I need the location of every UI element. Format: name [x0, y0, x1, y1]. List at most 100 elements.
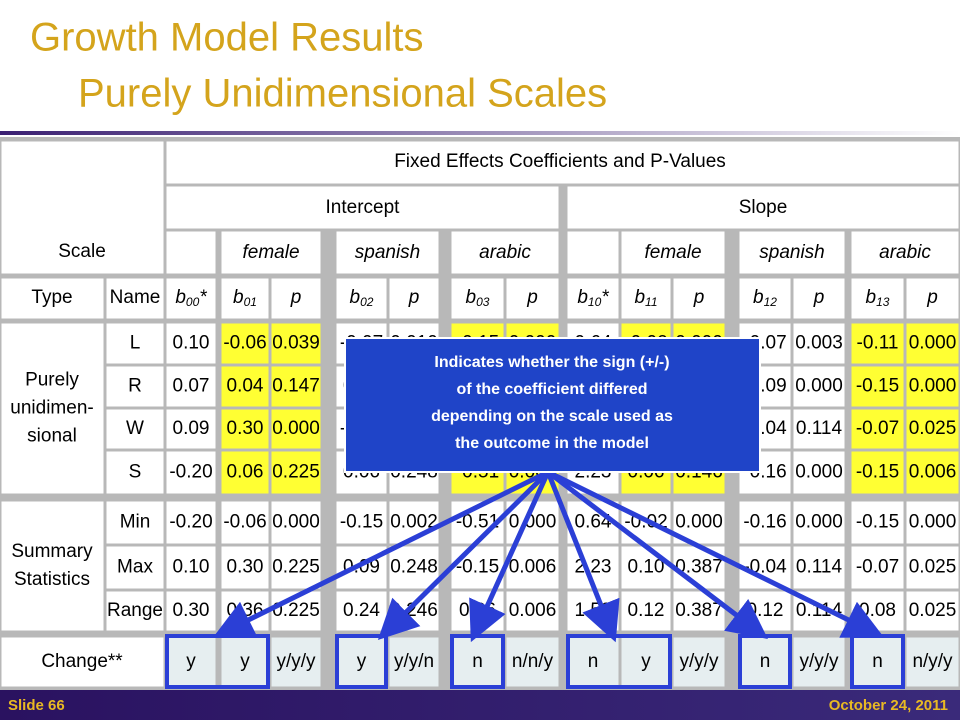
- cell: [451, 546, 504, 589]
- column-head: p: [693, 287, 705, 308]
- head-symbol: b: [577, 287, 588, 308]
- head-symbol: b: [634, 287, 645, 308]
- head-subscript: 00: [186, 295, 200, 309]
- overlay: Indicates whether the sign (+/-) of the c…: [165, 337, 905, 689]
- value-cell: 0.225: [272, 557, 320, 578]
- cell: [271, 323, 321, 364]
- head-subscript: 12: [764, 295, 778, 309]
- callout-text: depending on the scale used as: [431, 408, 673, 425]
- value-cell: -0.15: [856, 376, 899, 397]
- cell: [106, 409, 164, 449]
- arrow: [546, 469, 884, 638]
- column-head: b00*: [175, 287, 207, 309]
- cell: [106, 278, 164, 319]
- title: Growth Model Results: [30, 16, 423, 60]
- head-symbol: b: [866, 287, 877, 308]
- change-cell: n/n/y: [512, 651, 554, 672]
- value-cell: -0.07: [856, 418, 899, 439]
- column-head: b11: [634, 287, 657, 309]
- subgroup-head: spanish: [355, 242, 421, 263]
- cell: [906, 637, 959, 687]
- cell: [271, 501, 321, 544]
- cell: [739, 278, 791, 319]
- cell: [673, 637, 725, 687]
- cell: [906, 323, 959, 364]
- cell: [567, 637, 619, 687]
- value-cell: 0.12: [628, 600, 665, 621]
- cell: [506, 278, 559, 319]
- arrow: [469, 470, 551, 643]
- title-rule: [0, 131, 960, 135]
- value-cell: 0.387: [675, 557, 723, 578]
- change-cell: y/y/n: [394, 651, 434, 672]
- cell: [451, 231, 559, 274]
- cell: [166, 591, 216, 631]
- slide-number: Slide 66: [8, 697, 65, 714]
- value-cell: 0.30: [173, 600, 210, 621]
- head-subscript: 02: [360, 295, 374, 309]
- cell: [739, 501, 791, 544]
- value-cell: 0.07: [173, 376, 210, 397]
- value-cell: 0.225: [272, 462, 320, 483]
- value-cell: -0.06: [223, 512, 266, 533]
- cell: [621, 278, 671, 319]
- cell: [271, 366, 321, 407]
- value-cell: 0.147: [272, 376, 320, 397]
- cell: [221, 278, 269, 319]
- change-cell: n/y/y: [912, 651, 953, 672]
- cell: [1, 637, 164, 687]
- head-mark: *: [199, 287, 207, 308]
- head-symbol: b: [233, 287, 244, 308]
- cell: [739, 231, 845, 274]
- row-name: S: [129, 462, 142, 483]
- cell: [166, 186, 559, 229]
- value-cell: 0.002: [390, 512, 438, 533]
- cell: [851, 366, 904, 407]
- row-name: R: [128, 376, 142, 397]
- cell: [166, 409, 216, 449]
- footer-date: October 24, 2011: [829, 697, 948, 714]
- group-head: Intercept: [326, 197, 401, 218]
- change-cell: y: [357, 651, 367, 672]
- cell: [793, 501, 845, 544]
- change-cell: n: [472, 651, 483, 672]
- cell: [793, 409, 845, 449]
- cell: [106, 501, 164, 544]
- cell: [621, 637, 671, 687]
- cell: [221, 546, 269, 589]
- cell: [166, 366, 216, 407]
- value-cell: -0.20: [169, 512, 212, 533]
- cell: [906, 501, 959, 544]
- cell: [106, 546, 164, 589]
- value-cell: 0.114: [796, 600, 843, 621]
- cell: [1, 278, 104, 319]
- value-cell: 0.06: [227, 462, 264, 483]
- cell: [793, 323, 845, 364]
- cell: [506, 637, 559, 687]
- value-cell: 0.10: [173, 557, 210, 578]
- column-head: p: [926, 287, 938, 308]
- column-head: b13: [866, 287, 890, 309]
- cell: [906, 409, 959, 449]
- change-cell: y: [240, 651, 250, 672]
- value-cell: 0.24: [343, 600, 380, 621]
- callout-text: of the coefficient differed: [456, 381, 647, 398]
- row-name: Max: [117, 557, 153, 578]
- value-cell: 0.114: [796, 557, 843, 578]
- cell: [793, 278, 845, 319]
- value-cell: 0.10: [173, 333, 210, 354]
- callout-box: [344, 337, 761, 473]
- cell: [851, 323, 904, 364]
- subgroup-head: arabic: [879, 242, 931, 263]
- head-mark: *: [601, 287, 609, 308]
- value-cell: -0.15: [856, 462, 899, 483]
- cell: [336, 231, 439, 274]
- cell: [271, 637, 321, 687]
- cell: [793, 637, 845, 687]
- value-cell: -0.51: [456, 512, 499, 533]
- column-head: b12: [753, 287, 777, 309]
- cell: [1, 501, 104, 631]
- change-cell: y/y/y: [799, 651, 839, 672]
- value-cell: 0.30: [227, 418, 264, 439]
- value-cell: 0.387: [675, 600, 723, 621]
